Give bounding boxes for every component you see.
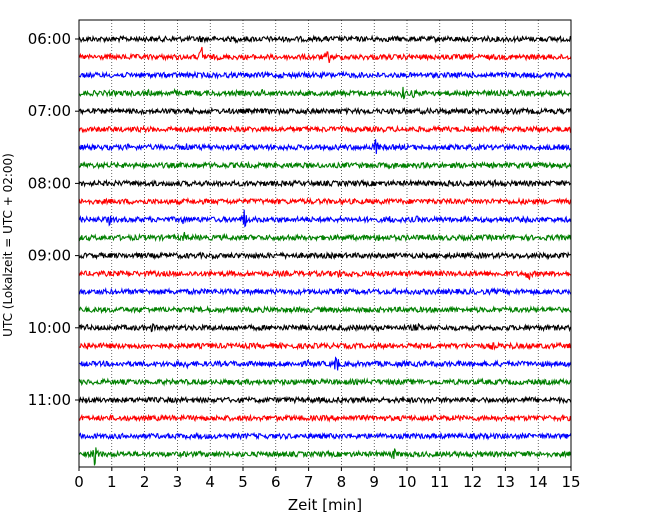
trace-0845 (78, 231, 572, 243)
x-tick-label: 10 (397, 473, 416, 491)
x-tick-label: 3 (173, 473, 183, 491)
trace-0615 (78, 46, 572, 64)
trace-1115 (78, 413, 572, 423)
x-tick-label: 2 (140, 473, 150, 491)
y-tick-label: 09:00 (28, 247, 71, 265)
y-axis-label: UTC (Lokalzeit = UTC + 02:00) (1, 153, 15, 337)
trace-1100 (78, 395, 572, 405)
trace-1000 (78, 322, 572, 333)
x-tick-label: 7 (304, 473, 314, 491)
x-tick-label: 9 (369, 473, 379, 491)
x-tick-label: 15 (561, 473, 580, 491)
y-tick-label: 08:00 (28, 174, 71, 192)
trace-0630 (78, 70, 572, 80)
trace-0730 (78, 139, 572, 154)
x-tick-label: 6 (271, 473, 281, 491)
x-tick-label: 8 (337, 473, 347, 491)
trace-0600 (78, 34, 572, 44)
x-tick-label: 12 (463, 473, 482, 491)
x-tick-label: 13 (496, 473, 515, 491)
x-tick-label: 5 (238, 473, 248, 491)
trace-1145 (78, 447, 572, 466)
trace-0700 (78, 106, 572, 116)
trace-0745 (78, 160, 572, 170)
y-tick-label: 07:00 (28, 102, 71, 120)
trace-1045 (78, 377, 572, 387)
plot-frame (78, 19, 572, 468)
y-tick-label: 06:00 (28, 30, 71, 48)
trace-0915 (78, 269, 572, 281)
x-tick-label: 11 (430, 473, 449, 491)
trace-0900 (78, 251, 572, 261)
trace-0645 (78, 86, 572, 100)
trace-0945 (78, 305, 572, 315)
y-tick-label: 11:00 (28, 391, 71, 409)
x-axis-ticks: 0 1 2 3 4 5 6 7 8 9 10 11 12 13 14 15 (74, 467, 581, 491)
trace-0815 (78, 196, 572, 206)
x-tick-label: 4 (205, 473, 215, 491)
trace-0715 (78, 124, 572, 134)
trace-1015 (78, 341, 572, 351)
y-axis-ticks: 06:00 07:00 08:00 09:00 10:00 11:00 (28, 30, 79, 409)
trace-0830 (78, 209, 572, 228)
x-tick-label: 0 (74, 473, 84, 491)
trace-0800 (78, 178, 572, 189)
trace-1030 (78, 356, 572, 371)
x-axis-label: Zeit [min] (288, 496, 362, 514)
trace-0930 (78, 286, 572, 297)
grid-lines (111, 20, 539, 467)
seismic-traces (78, 34, 572, 466)
x-tick-label: 14 (529, 473, 548, 491)
trace-1130 (78, 431, 572, 441)
y-tick-label: 10:00 (28, 319, 71, 337)
x-tick-label: 1 (107, 473, 117, 491)
